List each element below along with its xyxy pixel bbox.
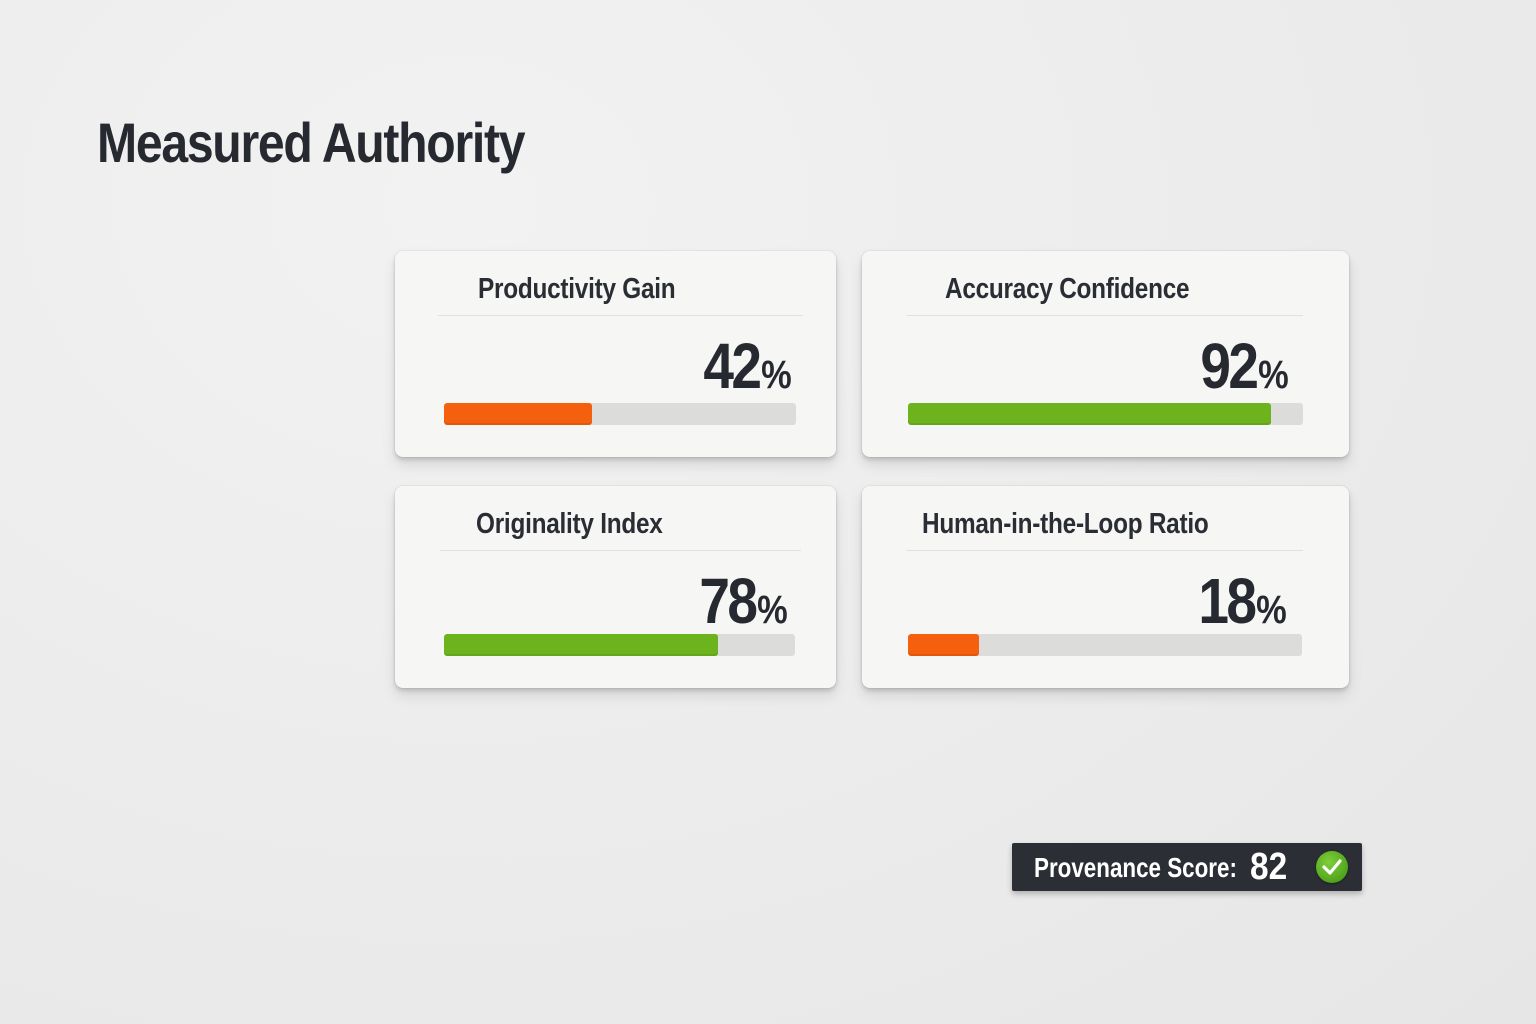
metric-label: Originality Index — [476, 508, 663, 540]
metric-card-productivity-gain: Productivity Gain 42% — [395, 251, 836, 457]
metric-card-originality-index: Originality Index 78% — [395, 486, 836, 688]
provenance-score-label: Provenance Score: — [1034, 852, 1237, 883]
metric-label: Human-in-the-Loop Ratio — [922, 508, 1209, 540]
metric-value: 92% — [1201, 331, 1289, 401]
progress-track — [444, 634, 795, 656]
metric-unit: % — [761, 353, 792, 397]
metric-unit: % — [757, 588, 788, 632]
metric-number: 78 — [699, 565, 759, 637]
progress-fill — [444, 403, 592, 425]
metric-number: 18 — [1198, 565, 1258, 637]
metric-number: 92 — [1200, 330, 1260, 402]
progress-fill — [444, 634, 718, 656]
metric-number: 42 — [703, 330, 763, 402]
provenance-score-badge: Provenance Score: 82 — [1012, 843, 1362, 891]
metric-card-human-in-the-loop-ratio: Human-in-the-Loop Ratio 18% — [862, 486, 1349, 688]
progress-track — [908, 403, 1303, 425]
divider — [906, 550, 1303, 551]
divider — [438, 315, 803, 316]
metric-value: 18% — [1199, 566, 1287, 636]
metric-value: 42% — [704, 331, 792, 401]
progress-track — [908, 634, 1302, 656]
divider — [906, 315, 1303, 316]
metric-label: Productivity Gain — [478, 273, 676, 305]
provenance-score-value: 82 — [1250, 846, 1288, 888]
metric-value: 78% — [700, 566, 788, 636]
progress-fill — [908, 634, 979, 656]
progress-fill — [908, 403, 1272, 425]
metric-label: Accuracy Confidence — [945, 273, 1190, 305]
divider — [440, 550, 801, 551]
metric-card-accuracy-confidence: Accuracy Confidence 92% — [862, 251, 1349, 457]
metric-unit: % — [1258, 353, 1289, 397]
progress-track — [444, 403, 796, 425]
page-title: Measured Authority — [97, 111, 526, 174]
metric-unit: % — [1256, 588, 1287, 632]
check-circle-icon — [1316, 851, 1348, 883]
